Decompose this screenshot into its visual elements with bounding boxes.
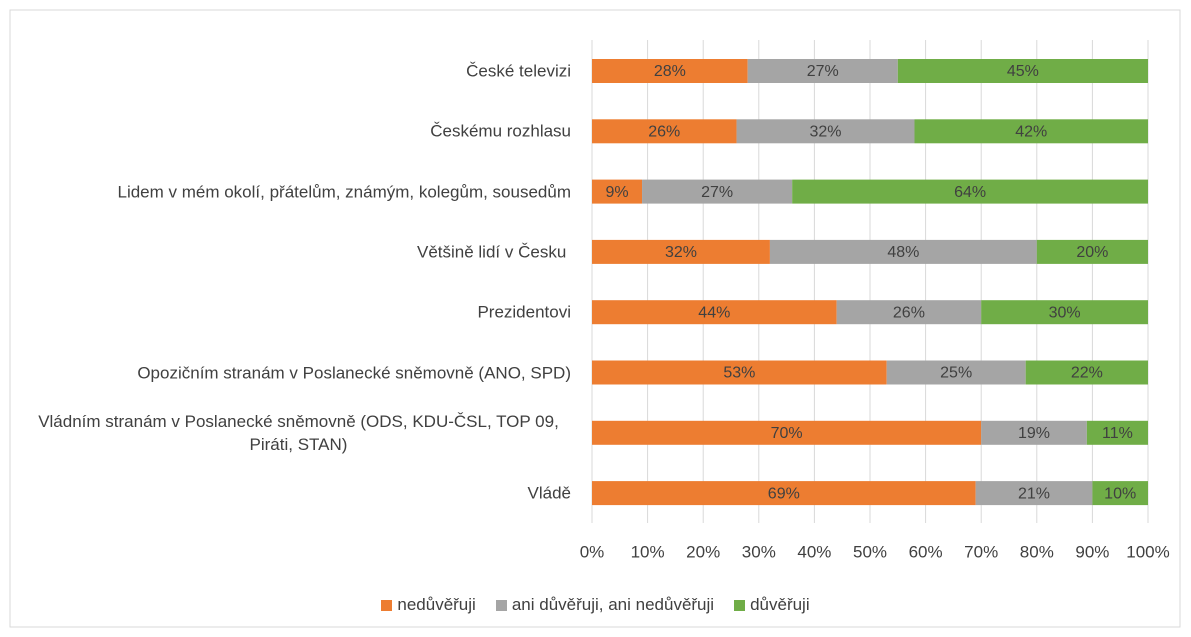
- bar-segment: [886, 360, 1026, 385]
- bar-segment: [1036, 239, 1148, 264]
- data-label: 22%: [1071, 365, 1103, 382]
- bar-segment: [736, 119, 915, 144]
- data-label: 48%: [887, 244, 919, 261]
- data-label: 21%: [1018, 485, 1050, 502]
- x-tick-label: 20%: [686, 542, 720, 561]
- y-tick-text: České televizi: [466, 61, 571, 81]
- legend: nedůvěřuji ani důvěřuji, ani nedůvěřuji dů…: [0, 595, 1191, 615]
- legend-label: ani důvěřuji, ani nedůvěřuji: [511, 595, 715, 614]
- bar-segment: [1086, 420, 1148, 445]
- y-tick-label: Českému rozhlasu: [26, 120, 571, 143]
- bar-segment: [1025, 360, 1148, 385]
- data-label: 32%: [665, 244, 697, 261]
- bar-segment: [914, 119, 1148, 144]
- y-tick-text: Vládním stranám v Poslanecké sněmovně (O…: [38, 411, 564, 454]
- data-label: 11%: [1102, 425, 1133, 442]
- y-tick-label: Vládním stranám v Poslanecké sněmovně (O…: [26, 410, 571, 456]
- data-label: 10%: [1104, 485, 1136, 502]
- data-label: 45%: [1007, 63, 1039, 80]
- y-tick-label: Vládě: [26, 482, 571, 505]
- bar-segment: [981, 300, 1148, 325]
- data-label: 25%: [940, 365, 972, 382]
- y-tick-label: České televizi: [26, 60, 571, 83]
- legend-label: důvěřuji: [750, 595, 810, 614]
- y-tick-label: Většině lidí v Česku: [26, 240, 571, 263]
- x-tick-label: 30%: [742, 542, 776, 561]
- bar-segment: [792, 179, 1148, 204]
- y-tick-label: Lidem v mém okolí, přátelům, známým, kol…: [26, 180, 571, 203]
- data-label: 30%: [1049, 304, 1081, 321]
- bar-segment: [1092, 481, 1148, 506]
- data-label: 70%: [771, 425, 803, 442]
- data-label: 27%: [701, 184, 733, 201]
- x-tick-label: 70%: [964, 542, 998, 561]
- data-label: 32%: [810, 124, 842, 141]
- bar-segment: [592, 239, 770, 264]
- legend-swatch: [734, 599, 746, 611]
- bar-segment: [836, 300, 982, 325]
- legend-label: nedůvěřuji: [397, 595, 476, 614]
- y-tick-label: Prezidentovi: [26, 301, 571, 324]
- bar-segment: [897, 59, 1148, 83]
- bar-segment: [592, 420, 982, 445]
- data-label: 69%: [768, 485, 800, 502]
- data-label: 27%: [807, 63, 839, 80]
- data-label: 9%: [605, 184, 628, 201]
- data-label: 42%: [1015, 124, 1047, 141]
- bar-segment: [592, 119, 737, 144]
- legend-item: důvěřuji: [734, 595, 810, 615]
- y-tick-label: Opozičním stranám v Poslanecké sněmovně …: [26, 361, 571, 384]
- x-tick-label: 100%: [1126, 542, 1169, 561]
- data-label: 53%: [723, 365, 755, 382]
- x-tick-label: 60%: [909, 542, 943, 561]
- bar-segment: [747, 59, 898, 83]
- data-label: 26%: [648, 124, 680, 141]
- bar-segment: [592, 300, 837, 325]
- data-label: 19%: [1018, 425, 1050, 442]
- y-tick-text: Vládě: [527, 483, 571, 503]
- bar-segment: [769, 239, 1037, 264]
- x-tick-label: 40%: [797, 542, 831, 561]
- data-label: 44%: [698, 304, 730, 321]
- bar-segment: [975, 481, 1093, 506]
- data-label: 26%: [893, 304, 925, 321]
- bar-segment: [592, 179, 643, 204]
- bar-segment: [592, 59, 748, 83]
- x-tick-label: 0%: [580, 542, 605, 561]
- y-tick-text: Většině lidí v Česku: [416, 242, 571, 262]
- x-tick-label: 50%: [853, 542, 887, 561]
- y-tick-text: Českému rozhlasu: [430, 121, 571, 141]
- legend-item: ani důvěřuji, ani nedůvěřuji: [495, 595, 715, 615]
- x-tick-label: 10%: [631, 542, 665, 561]
- legend-swatch: [381, 599, 393, 611]
- x-tick-label: 80%: [1020, 542, 1054, 561]
- data-label: 28%: [654, 63, 686, 80]
- legend-swatch: [495, 599, 507, 611]
- y-tick-text: Lidem v mém okolí, přátelům, známým, kol…: [117, 182, 571, 202]
- bar-segment: [592, 481, 976, 506]
- y-tick-text: Opozičním stranám v Poslanecké sněmovně …: [137, 363, 571, 382]
- bar-segment: [642, 179, 793, 204]
- legend-item: nedůvěřuji: [381, 595, 476, 615]
- data-label: 64%: [954, 184, 986, 201]
- x-tick-label: 90%: [1075, 542, 1109, 561]
- y-tick-text: Prezidentovi: [477, 302, 571, 322]
- bar-segment: [592, 360, 887, 385]
- data-label: 20%: [1076, 244, 1108, 261]
- bar-segment: [981, 420, 1087, 445]
